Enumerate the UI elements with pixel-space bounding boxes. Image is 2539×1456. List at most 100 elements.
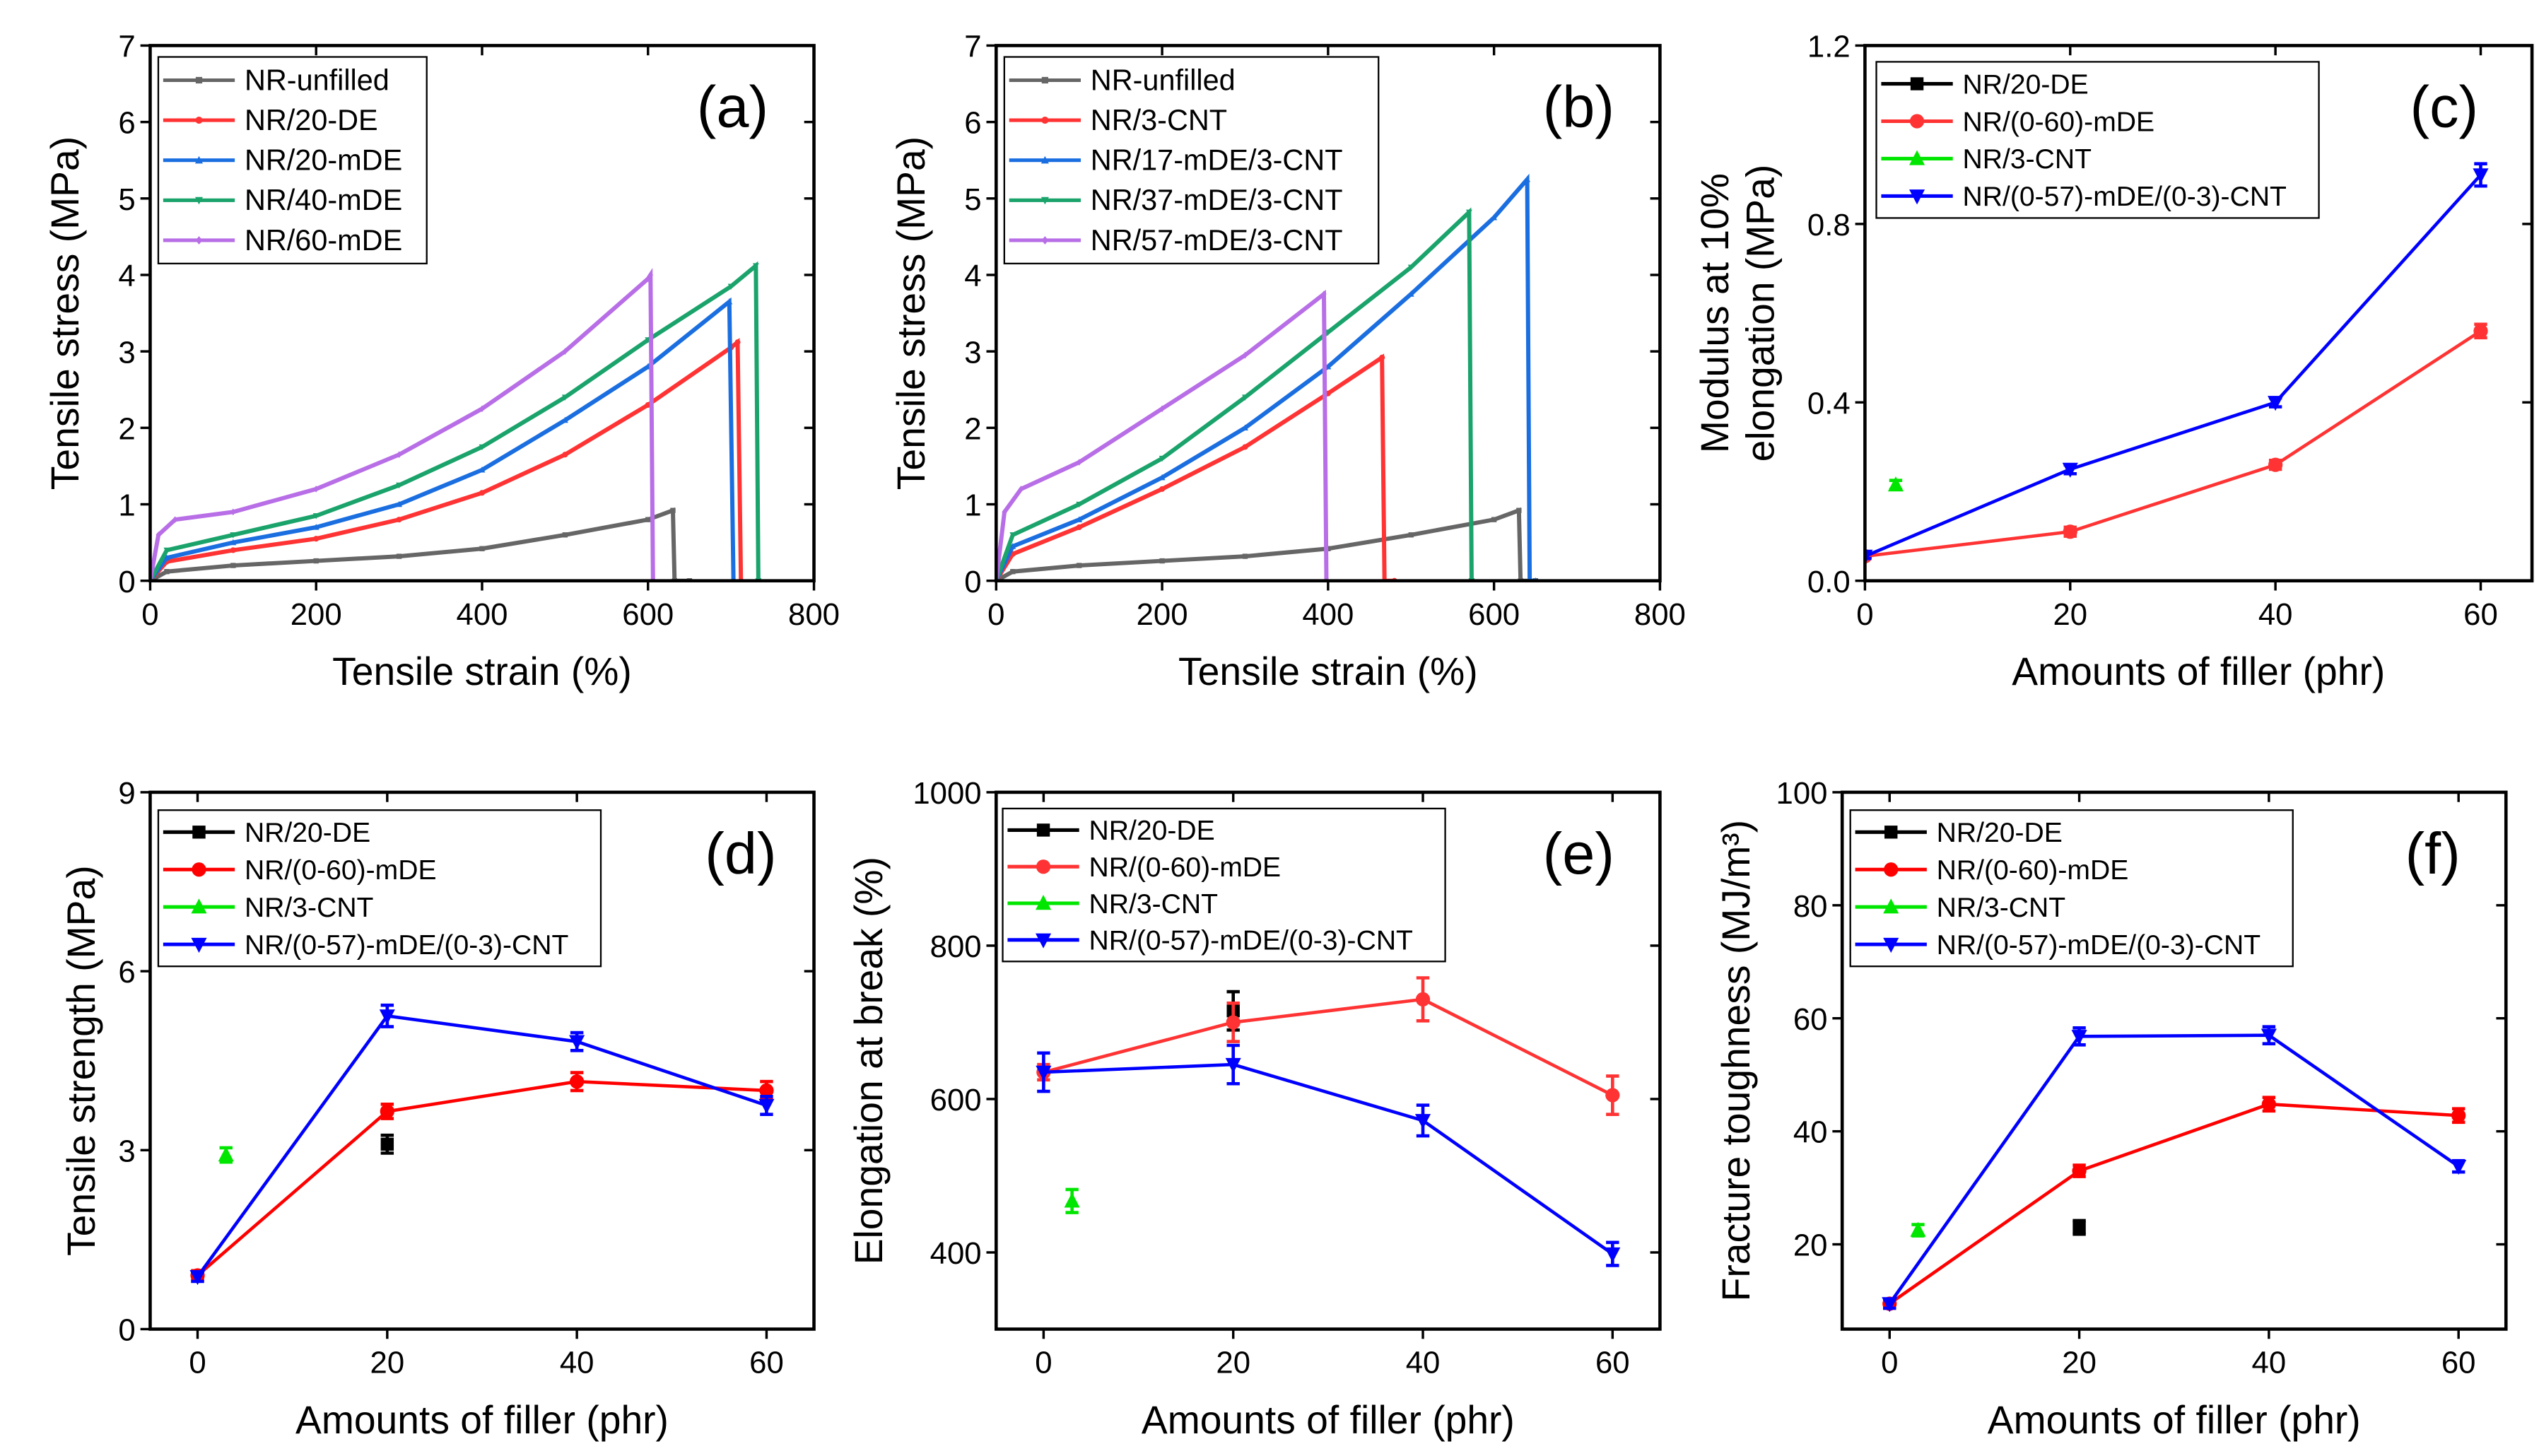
data-point (726, 298, 733, 305)
y-tick-label: 2 (964, 411, 981, 446)
data-point (1516, 507, 1522, 513)
legend-label: NR/37-mDE/3-CNT (1091, 183, 1343, 216)
x-tick-label: 20 (1216, 1346, 1250, 1380)
data-point (479, 444, 486, 451)
legend-label: NR/(0-60)-mDE (1937, 855, 2129, 886)
legend-marker (1041, 76, 1048, 84)
legend-marker (192, 862, 206, 877)
data-point (312, 513, 319, 519)
data-point (759, 1083, 774, 1098)
legend-label: NR/20-mDE (245, 143, 402, 177)
data-point (1159, 558, 1165, 564)
data-point (2063, 524, 2077, 539)
series-0 (2072, 1219, 2086, 1236)
y-tick-label: 0 (118, 565, 135, 599)
y-axis-label: Modulus at 10% (1693, 173, 1737, 453)
series-3 (150, 261, 762, 581)
panel-c: 0 20 40 60 0.0 0.4 0.8 1.2 Amounts of filler (ph… (1693, 30, 2534, 693)
legend-label: NR/20-DE (1963, 69, 2089, 100)
data-point (479, 490, 486, 496)
legend-label: NR/(0-60)-mDE (1089, 852, 1282, 883)
legend-box (1002, 807, 1446, 963)
series-3 (1036, 1043, 1621, 1267)
data-point (313, 558, 319, 564)
series-2 (1887, 476, 1904, 492)
panel-a: 0 200 400 600 800 0 1 2 3 4 5 6 7 Tensile strain (%) T… (43, 30, 840, 693)
series-3 (1865, 162, 2489, 565)
legend-label: NR-unfilled (1091, 63, 1236, 96)
panel-label: (e) (1543, 821, 1614, 886)
legend-marker (1883, 937, 1899, 953)
data-point (1159, 486, 1166, 492)
data-point (569, 1035, 585, 1050)
data-point (1465, 209, 1472, 216)
data-point (1064, 1192, 1080, 1208)
legend-marker (1884, 826, 1898, 839)
panel-e: 0 20 40 60 400 600 800 1000 Amounts of filler (p… (847, 776, 1662, 1442)
y-tick-label: 20 (1793, 1228, 1828, 1263)
legend-label: NR/(0-60)-mDE (1963, 107, 2155, 137)
data-point (163, 554, 170, 560)
data-point (1159, 405, 1165, 413)
data-point (172, 516, 178, 523)
data-point (379, 1009, 395, 1025)
y-tick-label: 5 (964, 182, 981, 217)
y-tick-label: 5 (118, 182, 135, 217)
data-point (561, 394, 568, 401)
x-tick-label: 800 (788, 597, 840, 632)
y-tick-label: 1 (964, 488, 981, 523)
x-tick-label: 400 (1302, 597, 1354, 632)
y-tick-label: 4 (964, 259, 981, 293)
data-point (164, 569, 170, 575)
legend-marker (1041, 235, 1048, 245)
x-axis-label: Amounts of filler (phr) (1142, 1398, 1515, 1442)
data-point (230, 563, 236, 568)
legend-label: NR/3-CNT (1963, 144, 2092, 175)
series-line (150, 297, 736, 581)
data-point (645, 517, 651, 522)
data-point (670, 507, 676, 513)
data-point (1077, 459, 1082, 466)
data-point (570, 1074, 585, 1089)
legend-marker (1909, 150, 1925, 165)
data-point (479, 546, 485, 551)
data-point (156, 532, 161, 539)
series-0 (380, 1133, 394, 1155)
data-point (2473, 168, 2489, 184)
data-point (2071, 1030, 2087, 1045)
data-point (312, 524, 319, 530)
data-point (1159, 455, 1166, 462)
data-point (1076, 501, 1083, 508)
data-point (1225, 1057, 1241, 1074)
legend-label: NR/20-DE (1937, 818, 2063, 848)
data-point (1414, 1114, 1431, 1129)
y-tick-label: 1.2 (1807, 30, 1851, 64)
y-tick-label: 0.0 (1807, 565, 1851, 599)
legend-marker (195, 76, 203, 84)
y-tick-label: 6 (118, 955, 135, 990)
data-point (562, 532, 568, 538)
legend-marker (1040, 196, 1049, 205)
data-point (1018, 486, 1024, 493)
series-line (1888, 1102, 2459, 1305)
legend-label: NR/20-DE (245, 103, 378, 136)
x-tick-label: 20 (2062, 1346, 2097, 1380)
data-point (1882, 1297, 1898, 1313)
data-point (2451, 1108, 2466, 1123)
y-axis-label: Tensile stress (MPa) (889, 136, 933, 490)
x-tick-label: 40 (2252, 1346, 2287, 1380)
data-point (1887, 476, 1904, 492)
y-tick-label: 1 (118, 488, 135, 523)
data-point (1010, 569, 1016, 575)
data-point (758, 1098, 775, 1114)
data-point (1491, 517, 1497, 522)
data-point (2268, 457, 2283, 472)
panel-d: 0 20 40 60 0 3 6 9 Amounts of filler (phr) Tensil… (59, 776, 816, 1442)
legend-marker (1036, 933, 1052, 949)
y-tick-label: 0 (964, 565, 981, 599)
data-point (752, 263, 759, 269)
y-tick-label: 100 (1776, 776, 1828, 811)
data-point (1325, 329, 1332, 336)
legend-marker (1036, 895, 1052, 910)
x-tick-label: 0 (189, 1346, 206, 1380)
